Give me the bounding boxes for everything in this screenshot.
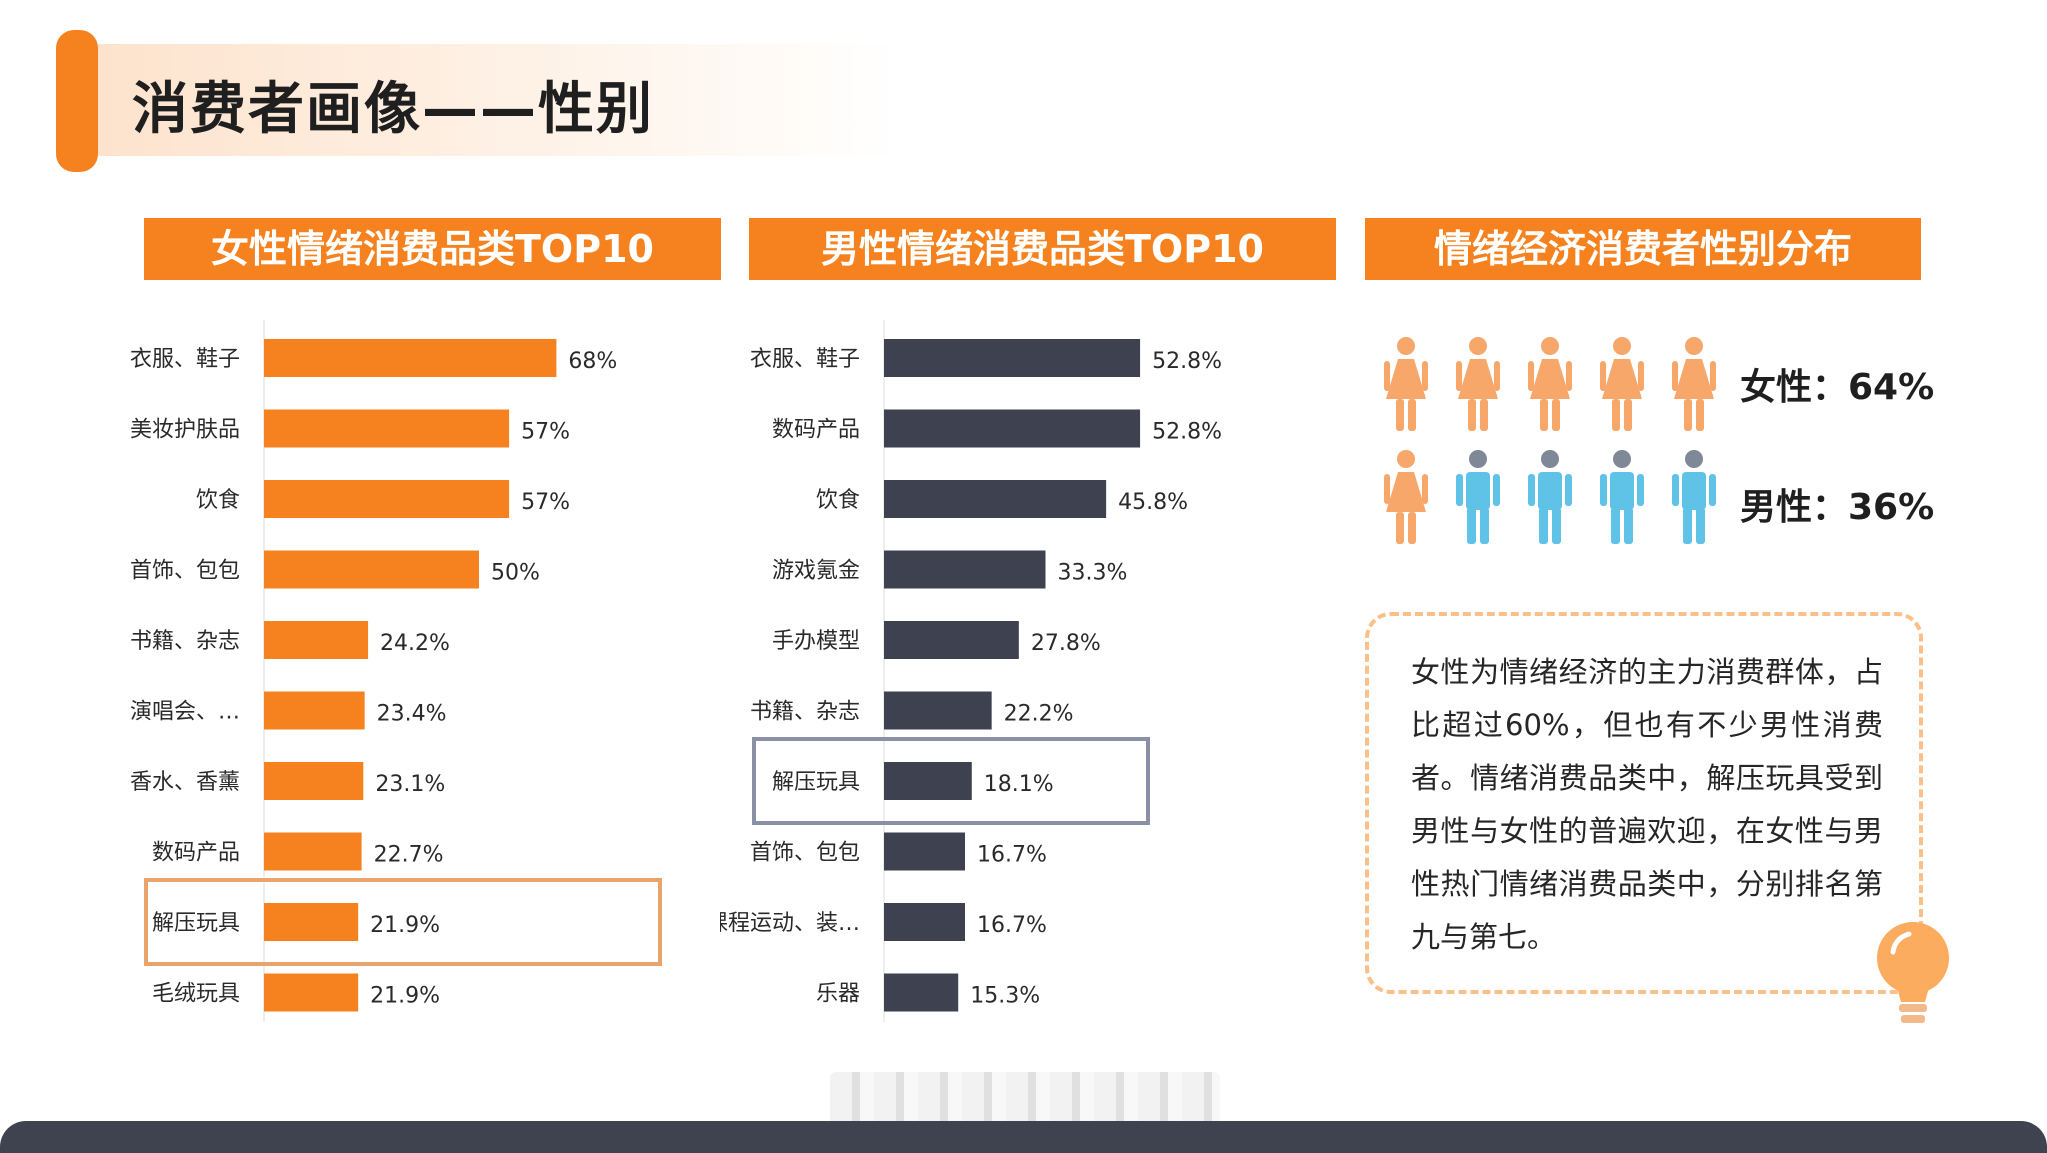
- person-slot: [1370, 448, 1442, 546]
- bar: [264, 832, 362, 871]
- bar: [264, 409, 510, 448]
- bar: [884, 691, 992, 730]
- highlight-box: [752, 737, 1150, 825]
- male-person-icon: [1672, 450, 1716, 544]
- value-label: 16.7%: [977, 843, 1047, 868]
- value-label: 52.8%: [1152, 349, 1222, 374]
- bar: [264, 762, 364, 800]
- category-label: 游戏氪金: [772, 559, 860, 584]
- value-label: 16.7%: [977, 913, 1047, 938]
- person-slot: [1442, 335, 1514, 433]
- value-label: 57%: [521, 420, 570, 445]
- female-person-icon: [1384, 337, 1428, 431]
- person-slot: [1658, 448, 1730, 546]
- value-label: 57%: [521, 490, 570, 515]
- person-slot: [1370, 335, 1442, 433]
- category-label: 演唱会、…: [130, 700, 240, 725]
- title-accent-bar: [56, 30, 98, 172]
- value-label: 45.8%: [1118, 490, 1188, 515]
- category-label: 乐器: [816, 982, 860, 1007]
- female-icon-row: [1370, 335, 1730, 433]
- category-label: 解压玩具: [152, 911, 240, 936]
- mixed-icon-row: [1370, 448, 1730, 546]
- value-label: 50%: [491, 561, 540, 586]
- bar: [264, 903, 359, 941]
- watermark-blur: [830, 1072, 1220, 1124]
- category-label: 首饰、包包: [750, 841, 860, 866]
- value-label: 27.8%: [1031, 631, 1101, 656]
- bar: [884, 409, 1141, 448]
- male-share-label: 男性：36%: [1740, 487, 1935, 528]
- bar: [884, 480, 1107, 518]
- value-label: 24.2%: [380, 631, 450, 656]
- bar: [264, 480, 510, 518]
- male-person-icon: [1456, 450, 1500, 544]
- value-label: 15.3%: [970, 984, 1040, 1009]
- bar: [264, 550, 479, 589]
- category-label: 课程运动、装…: [720, 911, 860, 936]
- highlight-box: [144, 878, 662, 966]
- bar: [884, 903, 965, 941]
- value-label: 23.1%: [375, 772, 445, 797]
- female-top10-bar-chart: 衣服、鞋子 68% 美妆护肤品 57% 饮食 57% 首饰、包包 50% 书籍、杂志 24.2% 演…: [130, 320, 662, 1022]
- bar: [884, 550, 1046, 589]
- category-label: 手办模型: [772, 629, 860, 654]
- value-label: 22.2%: [1004, 702, 1074, 727]
- value-label: 52.8%: [1152, 420, 1222, 445]
- category-label: 解压玩具: [772, 770, 860, 795]
- male-chart-header: 男性情绪消费品类TOP10: [749, 218, 1336, 280]
- category-label: 书籍、杂志: [750, 700, 860, 725]
- female-person-icon: [1600, 337, 1644, 431]
- category-label: 衣服、鞋子: [130, 347, 240, 372]
- male-person-icon: [1600, 450, 1644, 544]
- category-label: 书籍、杂志: [130, 629, 240, 654]
- female-person-icon: [1672, 337, 1716, 431]
- category-label: 饮食: [816, 488, 860, 513]
- bar: [884, 339, 1141, 377]
- bar: [884, 973, 959, 1012]
- male-top10-bar-chart: 衣服、鞋子 52.8% 数码产品 52.8% 饮食 45.8% 游戏氪金 33.3% 手办模型 2…: [720, 320, 1222, 1022]
- bar: [264, 973, 359, 1012]
- bar: [264, 691, 365, 730]
- female-person-icon: [1384, 450, 1428, 544]
- footer-bar: [0, 1121, 2047, 1153]
- female-share-label: 女性：64%: [1740, 367, 1935, 408]
- category-label: 饮食: [196, 488, 240, 513]
- page-title: 消费者画像——性别: [132, 77, 654, 142]
- lightbulb-icon: [1877, 922, 1949, 1023]
- category-label: 衣服、鞋子: [750, 347, 860, 372]
- person-slot: [1442, 448, 1514, 546]
- category-label: 毛绒玩具: [152, 982, 240, 1007]
- bar: [884, 832, 965, 871]
- value-label: 33.3%: [1058, 561, 1128, 586]
- person-slot: [1658, 335, 1730, 433]
- value-label: 22.7%: [374, 843, 444, 868]
- bar: [884, 762, 972, 800]
- category-label: 美妆护肤品: [130, 418, 240, 443]
- female-person-icon: [1528, 337, 1572, 431]
- person-slot: [1586, 335, 1658, 433]
- category-label: 数码产品: [772, 418, 860, 443]
- value-label: 21.9%: [370, 984, 440, 1009]
- summary-note-box: 女性为情绪经济的主力消费群体，占比超过60%，但也有不少男性消费者。情绪消费品类…: [1365, 612, 1923, 994]
- bar: [264, 621, 369, 659]
- category-label: 首饰、包包: [130, 559, 240, 584]
- category-label: 香水、香薰: [130, 770, 240, 795]
- value-label: 68%: [568, 349, 617, 374]
- gender-distribution-header: 情绪经济消费者性别分布: [1365, 218, 1921, 280]
- person-slot: [1514, 335, 1586, 433]
- female-chart-header: 女性情绪消费品类TOP10: [144, 218, 721, 280]
- person-slot: [1514, 448, 1586, 546]
- bar: [264, 339, 557, 377]
- category-label: 数码产品: [152, 841, 240, 866]
- value-label: 23.4%: [377, 702, 447, 727]
- value-label: 18.1%: [984, 772, 1054, 797]
- person-slot: [1586, 448, 1658, 546]
- summary-note-text: 女性为情绪经济的主力消费群体，占比超过60%，但也有不少男性消费者。情绪消费品类…: [1411, 655, 1883, 954]
- female-person-icon: [1456, 337, 1500, 431]
- title-band: [98, 44, 898, 156]
- value-label: 21.9%: [370, 913, 440, 938]
- male-person-icon: [1528, 450, 1572, 544]
- bar: [884, 621, 1019, 659]
